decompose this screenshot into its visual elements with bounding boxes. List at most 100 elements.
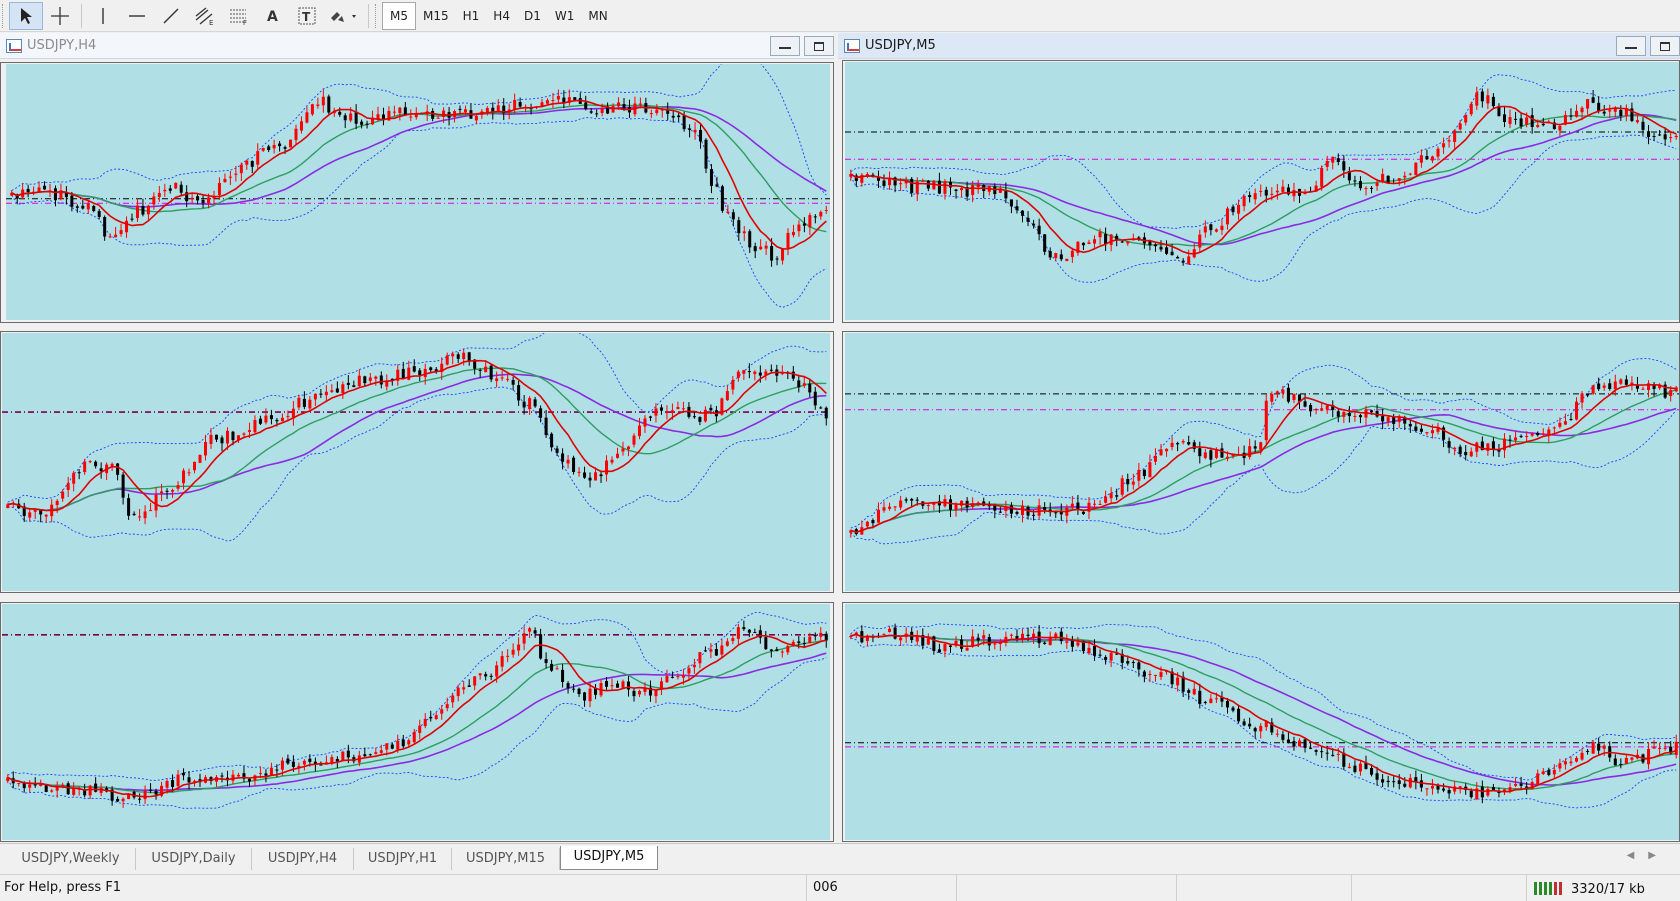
candle-body [1259,190,1263,192]
candle-body [1148,462,1152,478]
candle-body [703,409,707,422]
crosshair-tool-button[interactable] [43,2,77,30]
maximize-button[interactable] [804,36,834,56]
candle-body [55,500,59,506]
arrows-dropdown-icon [331,11,356,22]
candlestick-chart-bottom-right[interactable] [845,604,1680,840]
candle-body [976,637,980,641]
candle-body [1093,503,1097,505]
moving-average-mid [7,367,827,512]
candle-body [577,471,581,473]
candle-body [163,189,167,192]
minimize-button[interactable] [1616,36,1646,56]
minimize-button[interactable] [770,36,800,56]
candle-body [759,246,763,250]
timeframe-h4-button[interactable]: H4 [493,8,510,23]
timeframe-h1-button[interactable]: H1 [462,8,480,23]
candle-body [127,793,131,800]
text-tool-button[interactable]: A [256,2,290,30]
tab-usdjpy-m5[interactable]: USDJPY,M5 [560,846,658,870]
candle-body [176,774,180,786]
candle-body [660,109,664,111]
tab-usdjpy-m15[interactable]: USDJPY,M15 [452,848,560,870]
timeframe-m5-button[interactable]: M5 [382,1,416,30]
text-label-tool-button[interactable]: T [290,2,324,30]
tab-usdjpy-daily[interactable]: USDJPY,Daily [136,848,252,870]
equidistant-channel-tool-button[interactable]: E [188,2,222,30]
cursor-tool-button[interactable] [9,1,43,30]
tab-scroll-left-icon[interactable]: ◀ [1626,850,1649,861]
tab-usdjpy-weekly[interactable]: USDJPY,Weekly [6,848,136,870]
candle-body [231,431,235,441]
maximize-button[interactable] [1650,36,1680,56]
toolbar-grip[interactable] [2,3,5,28]
bollinger-band-lower [850,410,1677,545]
candle-body [753,246,757,252]
candlestick-chart-top-left[interactable] [6,64,830,320]
chart-window-titlebar[interactable]: USDJPY,H4 [0,33,834,59]
tab-usdjpy-h4[interactable]: USDJPY,H4 [252,848,354,870]
candle-body [775,258,779,260]
candle-body [882,507,886,511]
candle-body [1220,696,1224,702]
candle-body [414,114,418,118]
candle-body [1436,427,1440,432]
candlestick-chart-top-right[interactable] [845,62,1680,320]
candle-body [797,641,801,644]
arrows-tool-button[interactable] [324,2,364,30]
candle-body [753,632,757,634]
candle-body [797,380,801,388]
candle-body [1658,384,1662,389]
candle-body [555,668,559,670]
tab-scroll-arrows[interactable]: ◀▶ [1627,850,1670,861]
candle-body [1286,387,1290,402]
status-connection[interactable]: 3320/17 kb [1526,875,1680,901]
candle-body [225,430,229,444]
candlestick-chart-mid-right[interactable] [845,333,1680,591]
candle-body [495,665,499,677]
horizontal-line-tool-button[interactable] [120,2,154,30]
candle-body [588,688,592,702]
candle-body [556,95,560,100]
candle-body [943,181,947,194]
tab-scroll-right-icon[interactable]: ▶ [1648,850,1670,861]
candle-body [1032,633,1036,638]
candle-body [66,483,70,490]
candle-body [496,105,500,111]
candle-body [94,783,98,792]
candle-body [555,448,559,453]
trendline-tool-button[interactable] [154,2,188,30]
candlestick-chart-mid-left[interactable] [2,333,830,591]
candle-body [1458,786,1462,789]
timeframe-d1-button[interactable]: D1 [523,8,541,23]
candle-body [1098,503,1102,505]
tab-usdjpy-h1[interactable]: USDJPY,H1 [354,848,452,870]
candle-body [297,397,301,408]
candle-body [1358,415,1362,418]
fibonacci-tool-button[interactable]: F [222,2,256,30]
timeframe-w1-button[interactable]: W1 [554,8,575,23]
candle-body [960,500,964,506]
candle-body [703,650,707,652]
chart-window-titlebar[interactable]: USDJPY,M5 [838,33,1680,59]
timeframe-mn-button[interactable]: MN [588,8,608,23]
candle-body [346,750,350,758]
candle-body [610,459,614,463]
candle-body [1436,784,1440,790]
candle-body [648,687,652,696]
candle-body [1652,385,1656,390]
candle-body [1347,766,1351,768]
vertical-line-tool-button[interactable] [86,2,120,30]
candle-body [1663,134,1667,140]
candle-body [1004,636,1008,643]
timeframe-m15-button[interactable]: M15 [423,8,449,23]
candle-body [239,164,243,174]
toolbar-grip[interactable] [375,3,378,28]
candlestick-chart-bottom-left[interactable] [2,604,830,840]
candle-body [1081,640,1085,652]
toolbar-separator [81,3,82,28]
candle-body [1453,786,1457,792]
candle-body [1597,102,1601,112]
fibonacci-retracement-icon: F [230,9,247,26]
candle-body [802,383,806,386]
